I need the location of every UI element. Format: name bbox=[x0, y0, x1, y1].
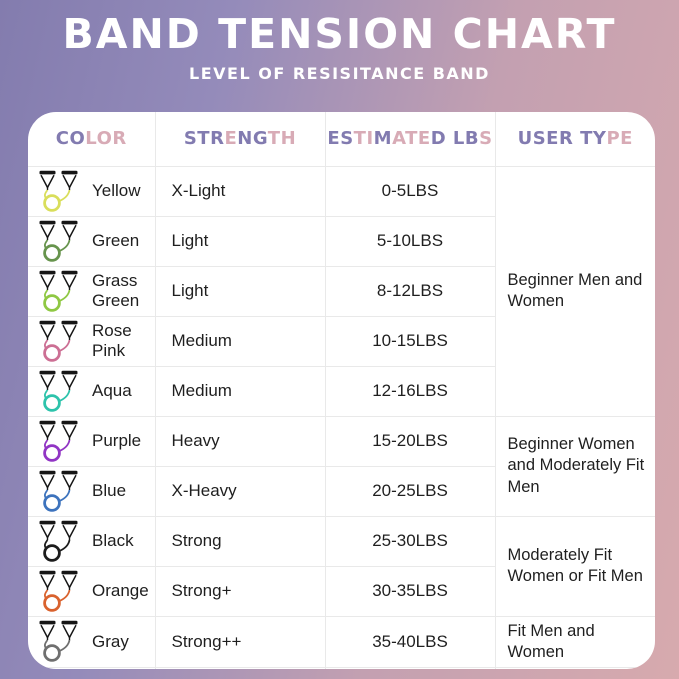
table-row-blue: Blue X-Heavy 20-25LBS bbox=[28, 465, 655, 516]
band-color-label: Blue bbox=[92, 481, 127, 501]
table-row-aqua: Aqua Medium 12-16LBS bbox=[28, 365, 655, 416]
resistance-band-icon bbox=[39, 520, 78, 562]
band-color-label: Yellow bbox=[92, 181, 141, 201]
tension-chart-card: COLOR STRENGTH ESTIMATED LBS USER TYPE Yell… bbox=[28, 112, 655, 669]
resistance-band-icon bbox=[39, 470, 78, 512]
color-cell: Green bbox=[28, 215, 155, 266]
strength-cell: Medium bbox=[154, 365, 325, 416]
resistance-band-icon bbox=[39, 320, 78, 362]
band-color-label: Purple bbox=[92, 431, 142, 451]
estimated-lbs-cell: 30-35LBS bbox=[324, 565, 495, 616]
strength-cell: Strong+ bbox=[154, 565, 325, 616]
user-type-cell: Moderately Fit Women or Fit Men bbox=[494, 515, 655, 616]
table-row-red: RedStrong+++45-50LBSExtremely Fit Men an… bbox=[28, 666, 655, 669]
page-subtitle: LEVEL OF RESISITANCE BAND bbox=[189, 64, 490, 84]
estimated-lbs-cell: 35-40LBS bbox=[324, 615, 495, 668]
estimated-lbs-cell: 25-30LBS bbox=[324, 515, 495, 566]
band-color-label: Aqua bbox=[92, 381, 132, 401]
user-type-cell: Beginner Women and Moderately Fit Men bbox=[494, 415, 655, 516]
estimated-lbs-cell: 12-16LBS bbox=[324, 365, 495, 416]
table-row-green: Green Light 5-10LBS bbox=[28, 215, 655, 266]
estimated-lbs-cell: 0-5LBS bbox=[324, 166, 495, 216]
color-cell: Yellow bbox=[28, 166, 155, 216]
table-row-gray: Gray Strong++ 35-40LBS Fit Men and Women bbox=[28, 615, 655, 668]
color-cell: Rose Pink bbox=[28, 315, 155, 366]
color-cell: Purple bbox=[28, 415, 155, 466]
column-header-strength: STRENGTH bbox=[154, 112, 325, 167]
table-row-rose-pink: Rose Pink Medium 10-15LBS bbox=[28, 315, 655, 366]
color-cell: Red bbox=[28, 666, 155, 669]
column-header-estimated-lbs: ESTIMATED LBS bbox=[324, 112, 495, 167]
band-color-label: Black bbox=[92, 531, 134, 551]
tension-table: COLOR STRENGTH ESTIMATED LBS USER TYPE Yell… bbox=[28, 112, 655, 669]
resistance-band-icon bbox=[39, 570, 78, 612]
table-row-purple: Purple Heavy 15-20LBS Beginner Women and Mo… bbox=[28, 415, 655, 516]
estimated-lbs-cell: 45-50LBS bbox=[324, 666, 495, 669]
strength-cell: Light bbox=[154, 265, 325, 316]
resistance-band-icon bbox=[39, 270, 78, 312]
estimated-lbs-cell: 20-25LBS bbox=[324, 465, 495, 516]
user-type-cell: Fit Men and Women bbox=[494, 615, 655, 668]
estimated-lbs-cell: 8-12LBS bbox=[324, 265, 495, 316]
resistance-band-icon bbox=[39, 370, 78, 412]
user-type-cell: Beginner Men and Women bbox=[494, 166, 655, 416]
band-color-label: Gray bbox=[92, 631, 129, 651]
table-row-grass-green: Grass Green Light 8-12LBS bbox=[28, 265, 655, 316]
table-row-orange: Orange Strong+ 30-35LBS bbox=[28, 565, 655, 616]
color-cell: Gray bbox=[28, 615, 155, 668]
strength-cell: X-Light bbox=[154, 166, 325, 216]
resistance-band-icon bbox=[39, 170, 78, 212]
band-color-label: Green bbox=[92, 231, 140, 251]
table-row-yellow: Yellow X-Light 0-5LBS Beginner Men and Wome… bbox=[28, 166, 655, 416]
poster-header: BAND TENSION CHART LEVEL OF RESISITANCE … bbox=[0, 0, 679, 83]
resistance-band-icon bbox=[39, 620, 78, 662]
estimated-lbs-cell: 5-10LBS bbox=[324, 215, 495, 266]
strength-cell: Strong bbox=[154, 515, 325, 566]
strength-cell: Light bbox=[154, 215, 325, 266]
strength-cell: Strong+++ bbox=[154, 666, 325, 669]
color-cell: Black bbox=[28, 515, 155, 566]
color-cell: Aqua bbox=[28, 365, 155, 416]
band-color-label: Rose Pink bbox=[92, 321, 132, 360]
page-title: BAND TENSION CHART bbox=[62, 10, 617, 58]
color-cell: Blue bbox=[28, 465, 155, 516]
band-color-label: Orange bbox=[92, 581, 149, 601]
estimated-lbs-cell: 10-15LBS bbox=[324, 315, 495, 366]
band-color-label: Grass Green bbox=[92, 271, 140, 310]
strength-cell: Heavy bbox=[154, 415, 325, 466]
strength-cell: Medium bbox=[154, 315, 325, 366]
strength-cell: X-Heavy bbox=[154, 465, 325, 516]
resistance-band-icon bbox=[39, 220, 78, 262]
table-header-row: COLOR STRENGTH ESTIMATED LBS USER TYPE bbox=[28, 112, 655, 167]
table-row-black: Black Strong 25-30LBS Moderately Fit Women … bbox=[28, 515, 655, 616]
color-cell: Orange bbox=[28, 565, 155, 616]
column-header-user-type: USER TYPE bbox=[494, 112, 655, 167]
strength-cell: Strong++ bbox=[154, 615, 325, 668]
column-header-color: COLOR bbox=[28, 112, 155, 167]
color-cell: Grass Green bbox=[28, 265, 155, 316]
user-type-cell: Extremely Fit Men and Women bbox=[494, 666, 655, 669]
estimated-lbs-cell: 15-20LBS bbox=[324, 415, 495, 466]
resistance-band-icon bbox=[39, 420, 78, 462]
